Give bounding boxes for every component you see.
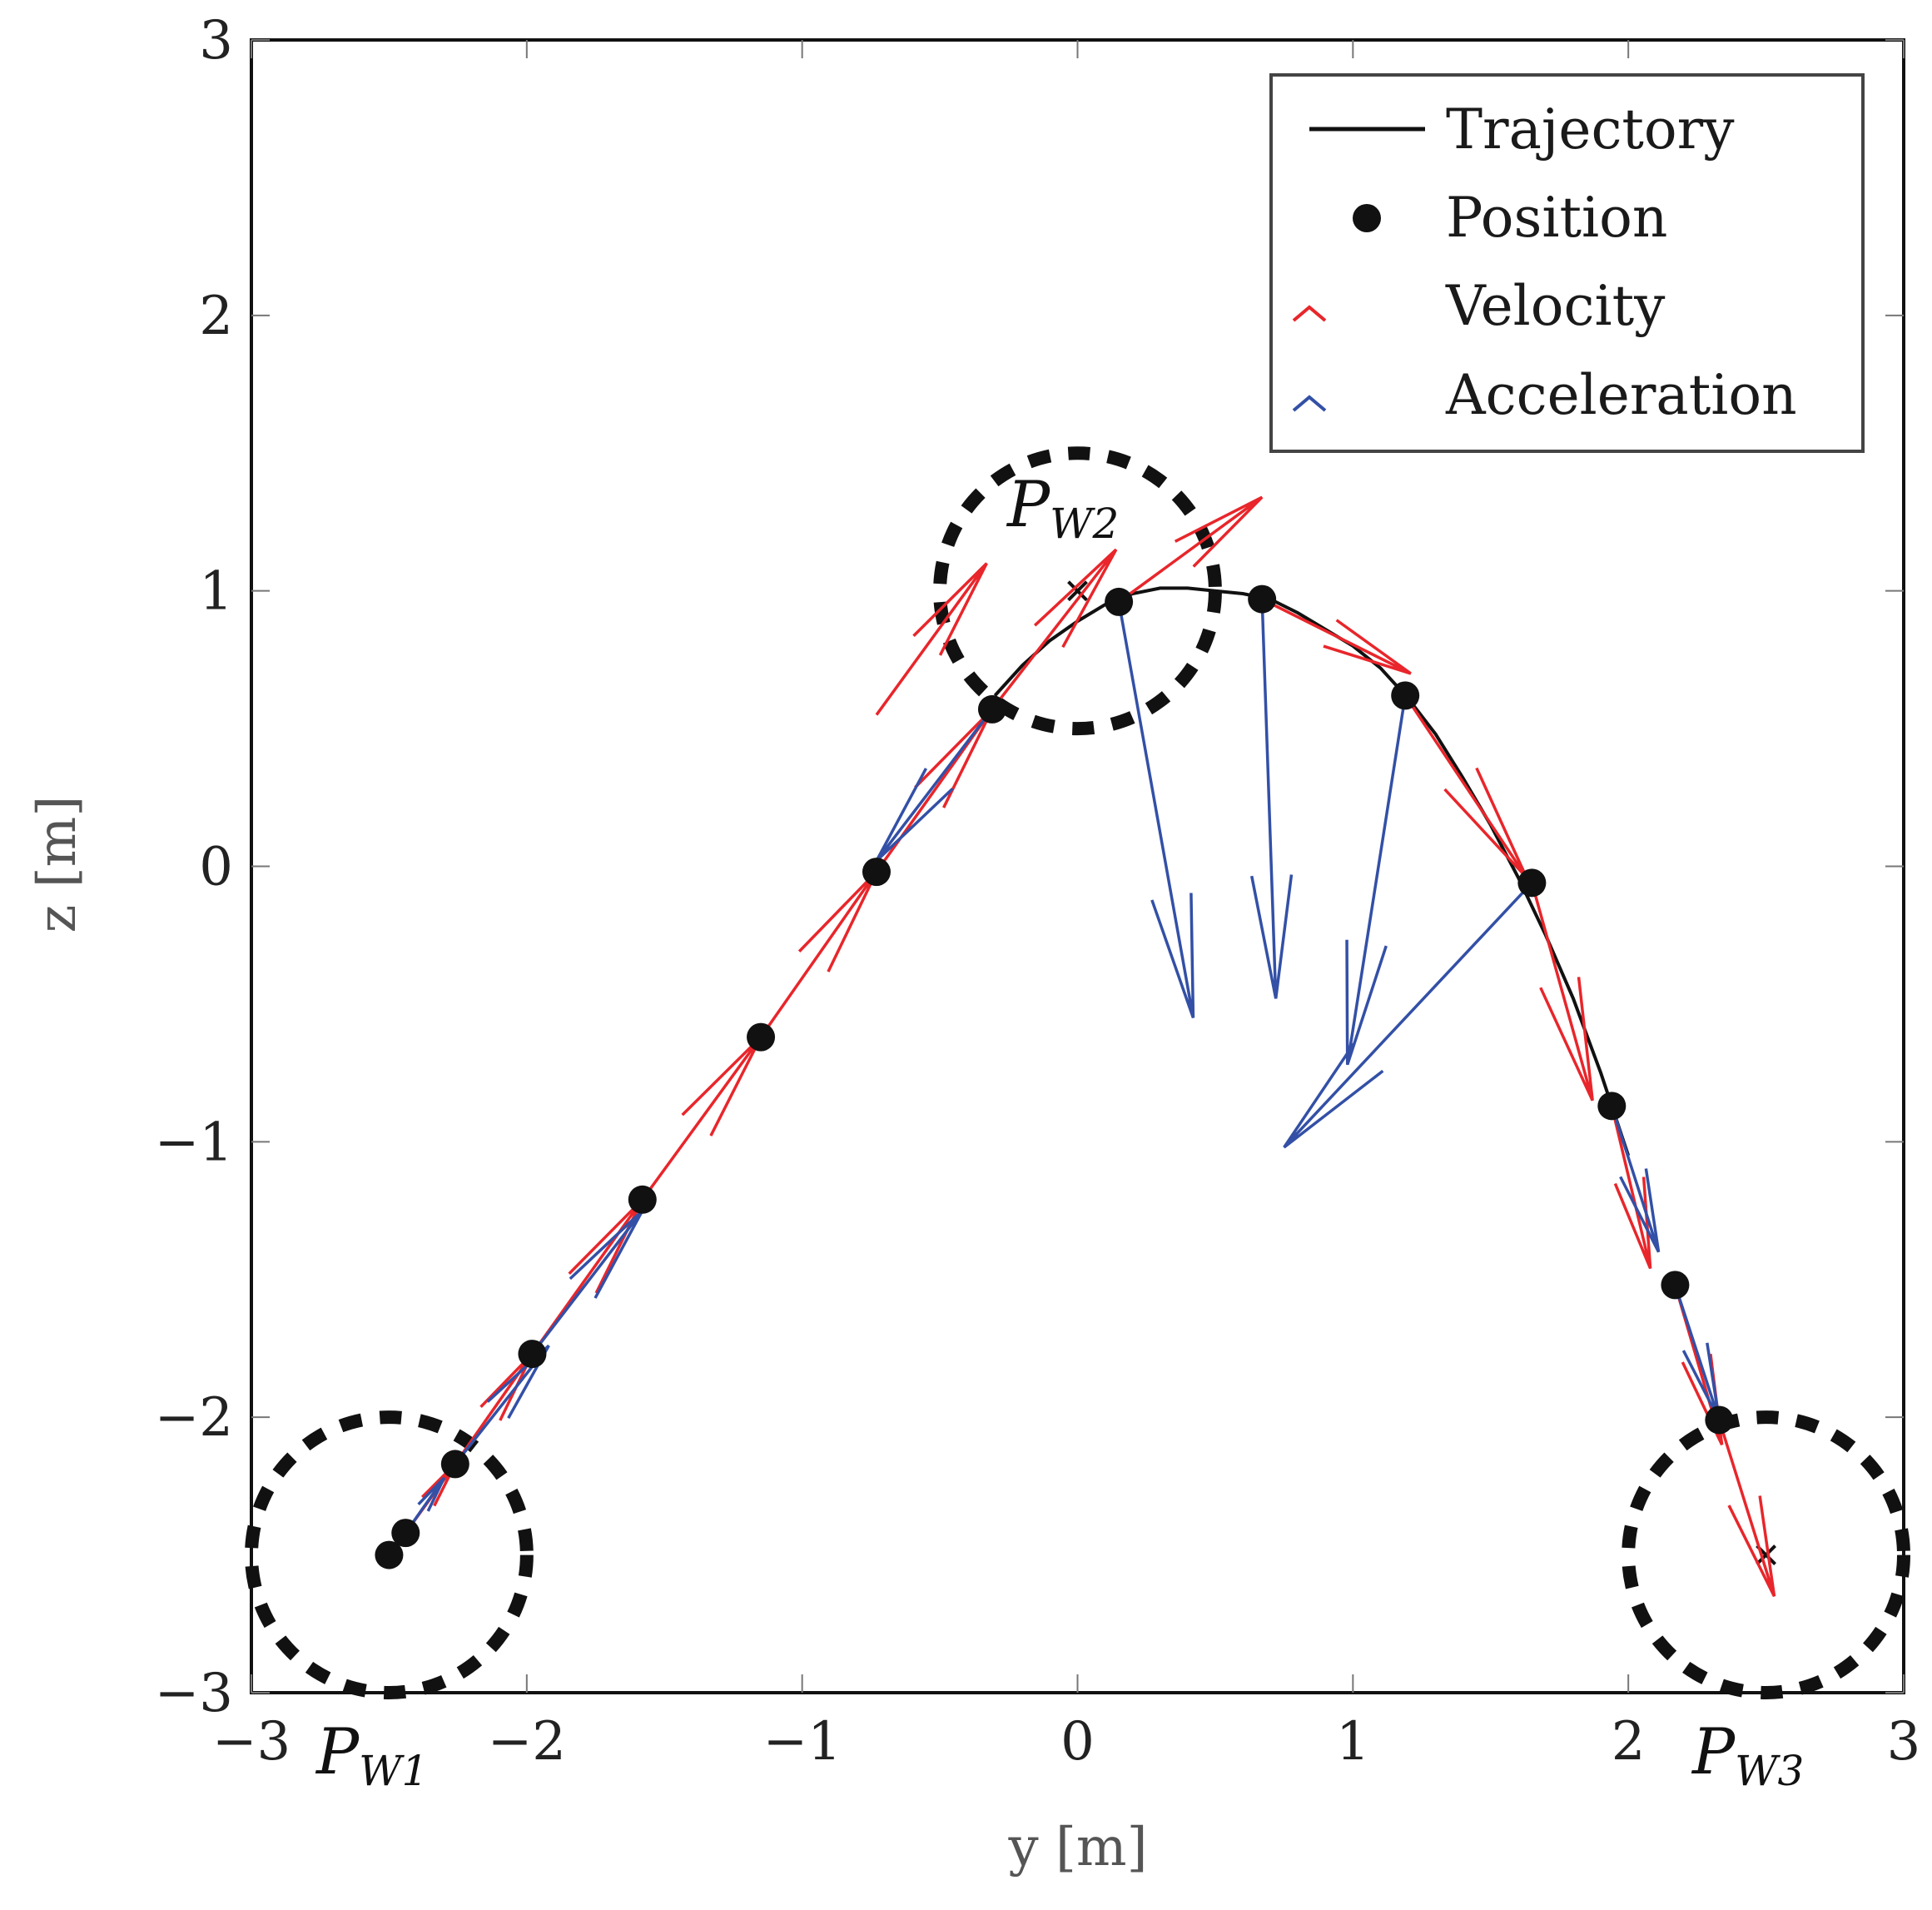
y-tick-label: 3	[199, 10, 233, 72]
x-tick-label: 1	[1336, 1711, 1370, 1773]
position-point	[375, 1540, 404, 1569]
position-point	[1248, 584, 1277, 614]
position-point	[977, 694, 1006, 724]
position-point	[862, 858, 891, 887]
y-tick-label: −1	[155, 1112, 233, 1173]
acceleration-arrow	[875, 708, 994, 863]
waypoint-label-main: P	[1006, 467, 1051, 541]
waypoint-marker-w2	[1067, 580, 1088, 602]
waypoint-label-main: P	[1691, 1714, 1736, 1788]
acceleration-arrow	[1673, 1284, 1721, 1421]
legend-box	[1269, 73, 1865, 453]
position-point	[1661, 1271, 1690, 1300]
waypoint-label-w3: PW3	[1691, 1714, 1804, 1795]
acceleration-arrow	[531, 1209, 644, 1355]
y-tick-label: 2	[199, 286, 233, 347]
waypoint-circle-w3	[1622, 1410, 1910, 1700]
legend-acceleration-label: Acceleration	[1445, 363, 1797, 427]
position-point	[1105, 587, 1134, 616]
position-point	[518, 1340, 547, 1369]
position-point	[1517, 868, 1547, 898]
velocity-arrow	[759, 870, 878, 1038]
x-tick-label: −1	[762, 1711, 841, 1773]
legend-position-swatch	[1353, 204, 1381, 232]
x-axis-title: y [m]	[1007, 1817, 1147, 1878]
axes: −3 −2 −1 0 1 2 3 −3 −2 −1 0 1 2 3	[155, 10, 1921, 1773]
velocity-arrow	[1261, 598, 1412, 675]
y-tick-label: 1	[199, 561, 233, 623]
legend-acceleration-swatch	[1292, 395, 1327, 412]
y-tick-label: −2	[155, 1387, 233, 1449]
position-point	[747, 1022, 776, 1052]
x-tick-label: 0	[1060, 1711, 1095, 1773]
position-point	[1391, 681, 1420, 710]
position-point	[628, 1185, 657, 1214]
x-tick-label: 3	[1887, 1711, 1921, 1773]
legend-position-label: Position	[1446, 186, 1667, 250]
velocity-arrow	[1118, 495, 1264, 604]
legend-velocity-swatch	[1292, 305, 1327, 322]
acceleration-arrow	[1610, 1105, 1661, 1253]
legend-velocity-label: Velocity	[1445, 274, 1666, 338]
position-point	[1705, 1405, 1734, 1435]
velocity-arrow	[875, 562, 988, 716]
waypoint-label-w1: PW1	[315, 1714, 428, 1795]
x-tick-label: 2	[1612, 1711, 1646, 1773]
position-point	[440, 1450, 469, 1479]
acceleration-arrow	[1117, 601, 1195, 1019]
velocity-arrow	[1403, 694, 1528, 878]
waypoint-label-w2: PW2	[1006, 467, 1119, 548]
position-point	[391, 1519, 420, 1548]
waypoint-label-main: P	[315, 1714, 360, 1788]
acceleration-arrow	[1283, 882, 1533, 1149]
velocity-arrow	[1717, 1419, 1776, 1597]
x-tick-label: −2	[488, 1711, 566, 1773]
velocity-arrow	[991, 548, 1118, 710]
velocity-arrow	[1610, 1105, 1652, 1270]
acceleration-arrow	[1345, 695, 1407, 1066]
waypoint-label-subscript: W2	[1050, 500, 1119, 548]
y-tick-label: 0	[199, 837, 233, 898]
acceleration-arrow	[1249, 599, 1294, 999]
x-tick-label: −3	[212, 1711, 291, 1773]
legend-trajectory-label: Trajectory	[1446, 97, 1735, 162]
velocity-arrow	[641, 1036, 762, 1201]
position-point	[1597, 1092, 1627, 1121]
velocity-arrow	[1530, 882, 1594, 1102]
y-tick-label: −3	[155, 1663, 233, 1724]
legend: Trajectory Position Velocity Acceleratio…	[1269, 73, 1865, 453]
waypoint-circle-w1	[245, 1410, 534, 1700]
waypoint-label-subscript: W3	[1735, 1747, 1804, 1795]
y-axis-title: z [m]	[27, 796, 88, 933]
waypoint-label-subscript: W1	[359, 1747, 428, 1795]
